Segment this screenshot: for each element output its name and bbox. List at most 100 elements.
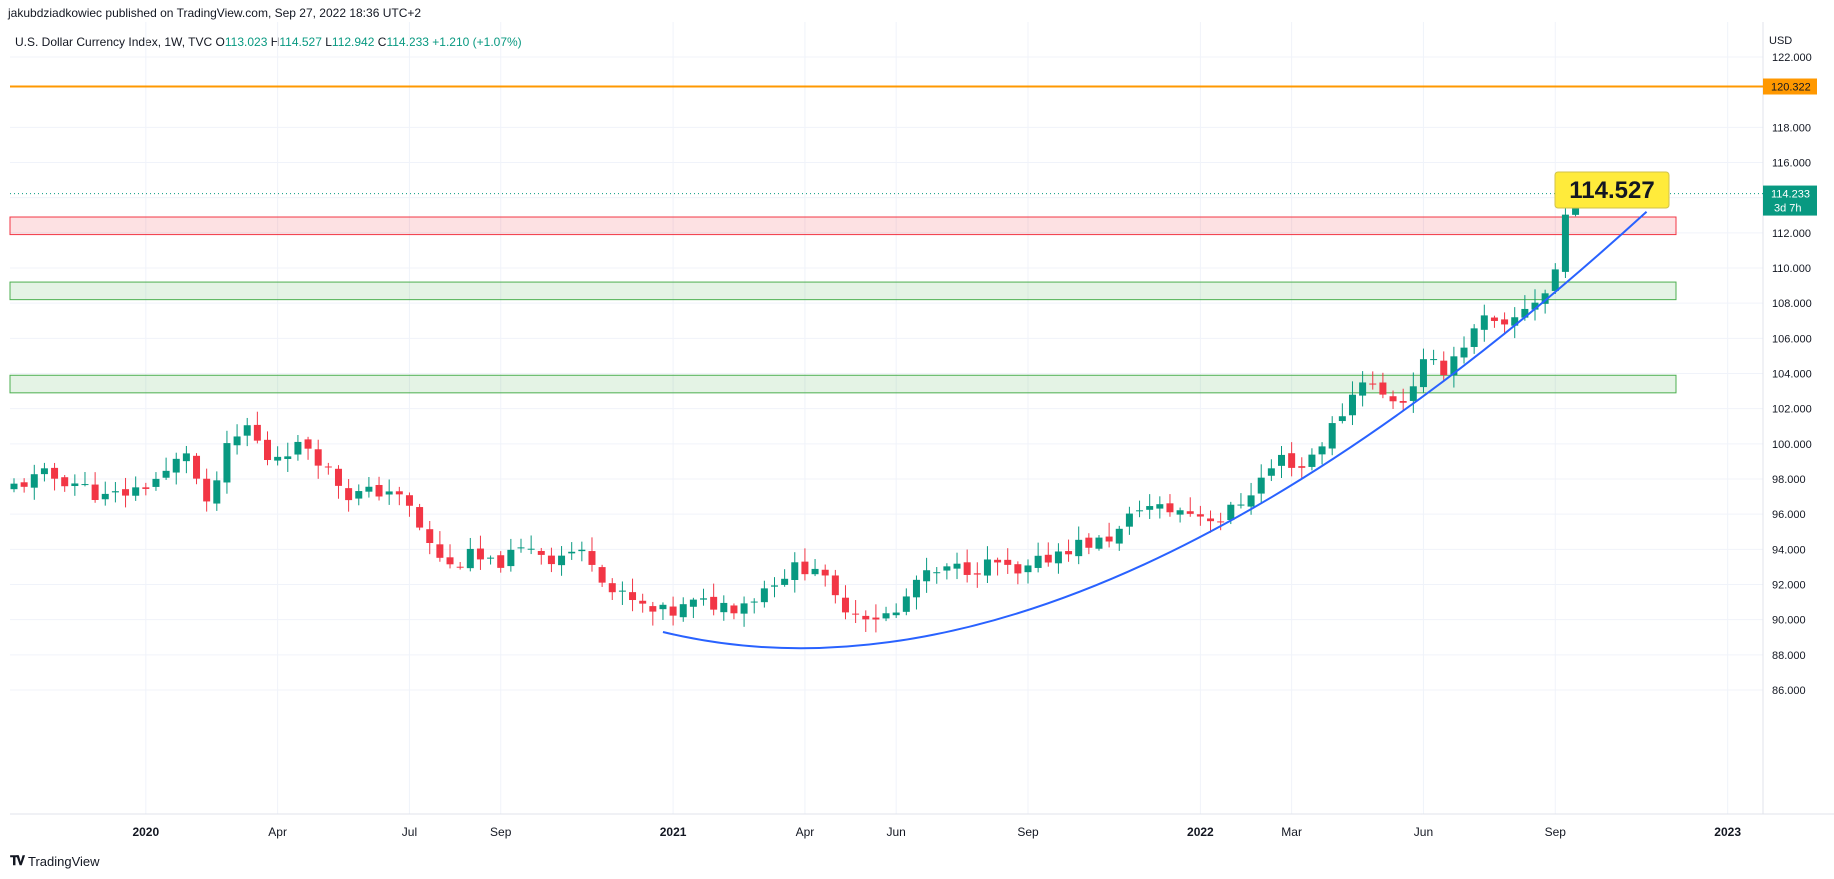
candle-body: [608, 583, 616, 593]
candle-body: [547, 555, 555, 565]
candle-body: [436, 544, 444, 558]
x-tick-label: Jun: [887, 825, 906, 839]
candle-body: [1369, 383, 1377, 385]
candle-body: [375, 484, 383, 497]
candle-body: [700, 598, 708, 600]
footer[interactable]: 𝐓𝐕 TradingView: [10, 853, 100, 869]
chart-grid: [10, 22, 1763, 814]
candle-body: [1338, 416, 1346, 422]
candle-body: [841, 597, 849, 613]
candle-body: [456, 566, 464, 568]
green-zone: [9, 281, 1677, 301]
candle-body: [750, 601, 758, 603]
candle-body: [771, 585, 778, 587]
y-tick-label: 92.000: [1772, 580, 1806, 592]
x-axis[interactable]: 2020 Apr Jul Sep 2021 Apr Jun Sep 2022 Mar Jun Sep 2…: [132, 825, 1741, 839]
candle-body: [446, 557, 454, 565]
candle-body: [132, 487, 140, 496]
candle-body: [1085, 537, 1093, 548]
y-tick-label: 112.000: [1772, 228, 1811, 240]
candle-body: [1004, 559, 1012, 565]
candle-body: [527, 548, 535, 550]
close-value: 114.233: [386, 35, 429, 49]
candle-body: [1237, 504, 1245, 506]
candle-body: [1389, 396, 1397, 402]
y-tick-label: 102.000: [1772, 404, 1812, 416]
candle-body: [172, 458, 180, 473]
candle-body: [304, 439, 312, 449]
candle-body: [1176, 510, 1184, 515]
candle-body: [264, 439, 271, 461]
candle-body: [1186, 511, 1194, 514]
y-tick-label: 104.000: [1772, 369, 1812, 381]
high-callout[interactable]: 114.527: [1554, 171, 1670, 209]
candle-body: [355, 491, 363, 499]
candle-body: [1440, 360, 1448, 376]
candle-body: [61, 477, 69, 487]
candle-body: [416, 507, 424, 528]
candle-body: [314, 449, 322, 466]
price-badges: 120.322 114.233 3d 7h: [1763, 78, 1817, 216]
candle-body: [1348, 394, 1356, 416]
y-tick-label: 122.000: [1772, 52, 1812, 64]
candle-body: [334, 468, 342, 486]
candle-body: [284, 456, 292, 459]
candle-body: [1308, 454, 1316, 467]
y-tick-label: 116.000: [1772, 158, 1811, 170]
x-tick-label: Mar: [1281, 825, 1302, 839]
x-tick-label: Sep: [1545, 825, 1567, 839]
candle-body: [91, 484, 99, 500]
candle-body: [1288, 453, 1296, 468]
x-tick-label: Jun: [1414, 825, 1433, 839]
candle-body: [30, 474, 38, 488]
candle-body: [152, 478, 160, 487]
tradingview-logo-icon: 𝐓𝐕: [10, 853, 25, 868]
candle-body: [253, 424, 261, 441]
candle-body: [1490, 317, 1498, 321]
currency-label: USD: [1769, 35, 1792, 47]
y-axis[interactable]: USD 122.000118.000116.000114.000112.0001…: [1769, 35, 1812, 697]
candle-body: [1399, 401, 1407, 403]
candle-body: [1409, 386, 1417, 401]
candle-body: [852, 613, 860, 615]
candle-body: [1359, 382, 1367, 396]
candle-body: [994, 559, 1002, 563]
candle-body: [1105, 536, 1113, 542]
candle-body: [1217, 521, 1225, 523]
candle-body: [629, 592, 637, 601]
candle-body: [912, 579, 920, 598]
x-tick-label: Sep: [1017, 825, 1039, 839]
candle-body: [963, 562, 971, 575]
candle-body: [223, 443, 231, 483]
candle-body: [1551, 269, 1559, 291]
candle-body: [862, 615, 870, 620]
y-tick-label: 88.000: [1772, 650, 1806, 662]
y-tick-label: 100.000: [1772, 439, 1812, 451]
candle-body: [923, 570, 931, 582]
change-value: +1.210 (+1.07%): [432, 35, 522, 49]
candle-body: [122, 489, 130, 496]
candle-body: [558, 555, 566, 566]
candle-body: [649, 606, 657, 612]
x-tick-label: 2020: [132, 825, 159, 839]
resistance-badge: [1763, 78, 1817, 95]
candle-body: [1075, 539, 1083, 557]
x-tick-label: 2022: [1187, 825, 1214, 839]
candle-body: [1125, 513, 1133, 527]
y-tick-label: 118.000: [1772, 122, 1811, 134]
candle-body: [81, 484, 89, 486]
candle-body: [659, 604, 667, 610]
candle-body: [213, 480, 221, 504]
last-price-badge: [1763, 185, 1817, 216]
candle-body: [1044, 554, 1052, 563]
candle-body: [1460, 347, 1468, 358]
candle-body: [639, 600, 647, 604]
candle-body: [831, 575, 839, 596]
candle-body: [182, 453, 190, 462]
candle-body: [760, 588, 768, 603]
trend-curve[interactable]: [662, 210, 1648, 650]
candle-body: [1054, 551, 1062, 564]
high-label: H: [270, 35, 280, 49]
x-tick-label: Sep: [490, 825, 512, 839]
